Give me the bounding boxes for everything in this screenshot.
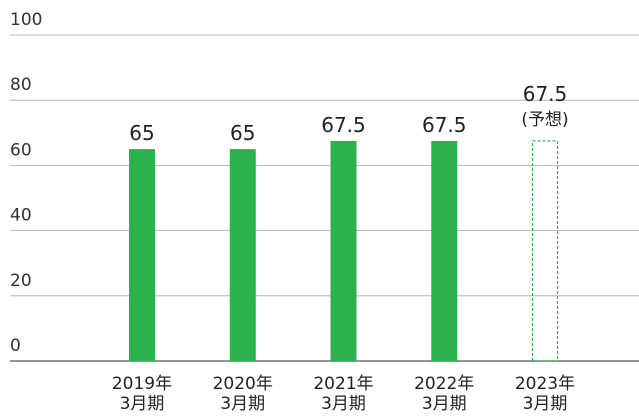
x-tick-label: 3月期 <box>321 394 366 414</box>
x-tick-label: 3月期 <box>220 394 265 414</box>
value-label: 65 <box>230 121 255 145</box>
annotation: (予想) <box>521 110 568 130</box>
bar <box>330 140 357 361</box>
x-tick-label: 2023年 <box>515 374 575 394</box>
value-label: 67.5 <box>321 113 366 137</box>
value-label: 65 <box>129 121 154 145</box>
bar <box>229 149 256 361</box>
x-tick-label: 2020年 <box>213 374 273 394</box>
bar-forecast <box>531 140 559 362</box>
y-tick-label: 80 <box>10 75 32 95</box>
x-tick-label: 2019年 <box>112 374 172 394</box>
y-tick-label: 60 <box>10 140 32 160</box>
value-label: 67.5 <box>422 113 467 137</box>
value-label: 67.5 <box>523 82 568 106</box>
y-tick-label: 40 <box>10 206 32 226</box>
x-tick-label: 3月期 <box>120 394 165 414</box>
bar <box>129 149 155 361</box>
x-tick-label: 3月期 <box>422 394 467 414</box>
x-tick-label: 2022年 <box>414 374 474 394</box>
x-tick-label: 2021年 <box>313 374 373 394</box>
y-tick-label: 0 <box>10 336 21 356</box>
y-tick-label: 20 <box>10 271 32 291</box>
y-tick-label: 100 <box>10 10 42 30</box>
bar <box>431 140 458 361</box>
x-tick-label: 3月期 <box>523 394 568 414</box>
